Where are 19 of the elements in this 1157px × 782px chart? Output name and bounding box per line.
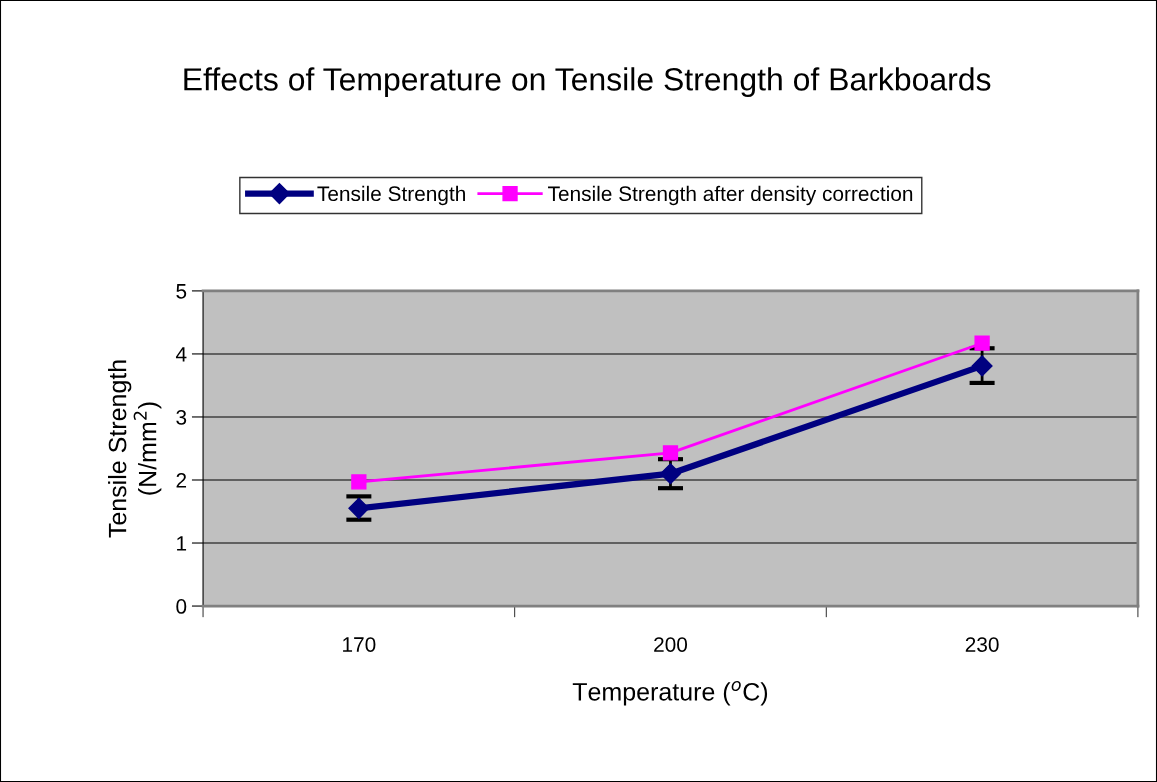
- y-tick-label: 2: [176, 472, 187, 488]
- legend-label: Tensile Strength after density correction: [548, 185, 913, 206]
- y-axis-title: Tensile Strength (N/mm$^{2}$): [108, 360, 162, 538]
- x-tick-label: 170: [343, 637, 376, 652]
- legend-label: Tensile Strength: [317, 185, 465, 206]
- y-tick-label: 0: [176, 599, 187, 614]
- y-tick-label: 5: [176, 284, 187, 299]
- point: [971, 355, 993, 377]
- point: [351, 474, 367, 490]
- y-tick-label: 4: [175, 347, 187, 362]
- point: [974, 335, 990, 351]
- y-tick-label: 1: [177, 536, 187, 551]
- point: [659, 463, 681, 485]
- x-tick-label: 230: [965, 637, 999, 652]
- x-tick-label: 200: [654, 637, 688, 652]
- x-axis-title: Temperature ($^{o}$C): [572, 681, 768, 706]
- point: [662, 445, 679, 461]
- chart-title: Effects of Temperature on Tensile Strength of Barkboards: [184, 67, 991, 97]
- y-tick-label: 3: [176, 409, 187, 425]
